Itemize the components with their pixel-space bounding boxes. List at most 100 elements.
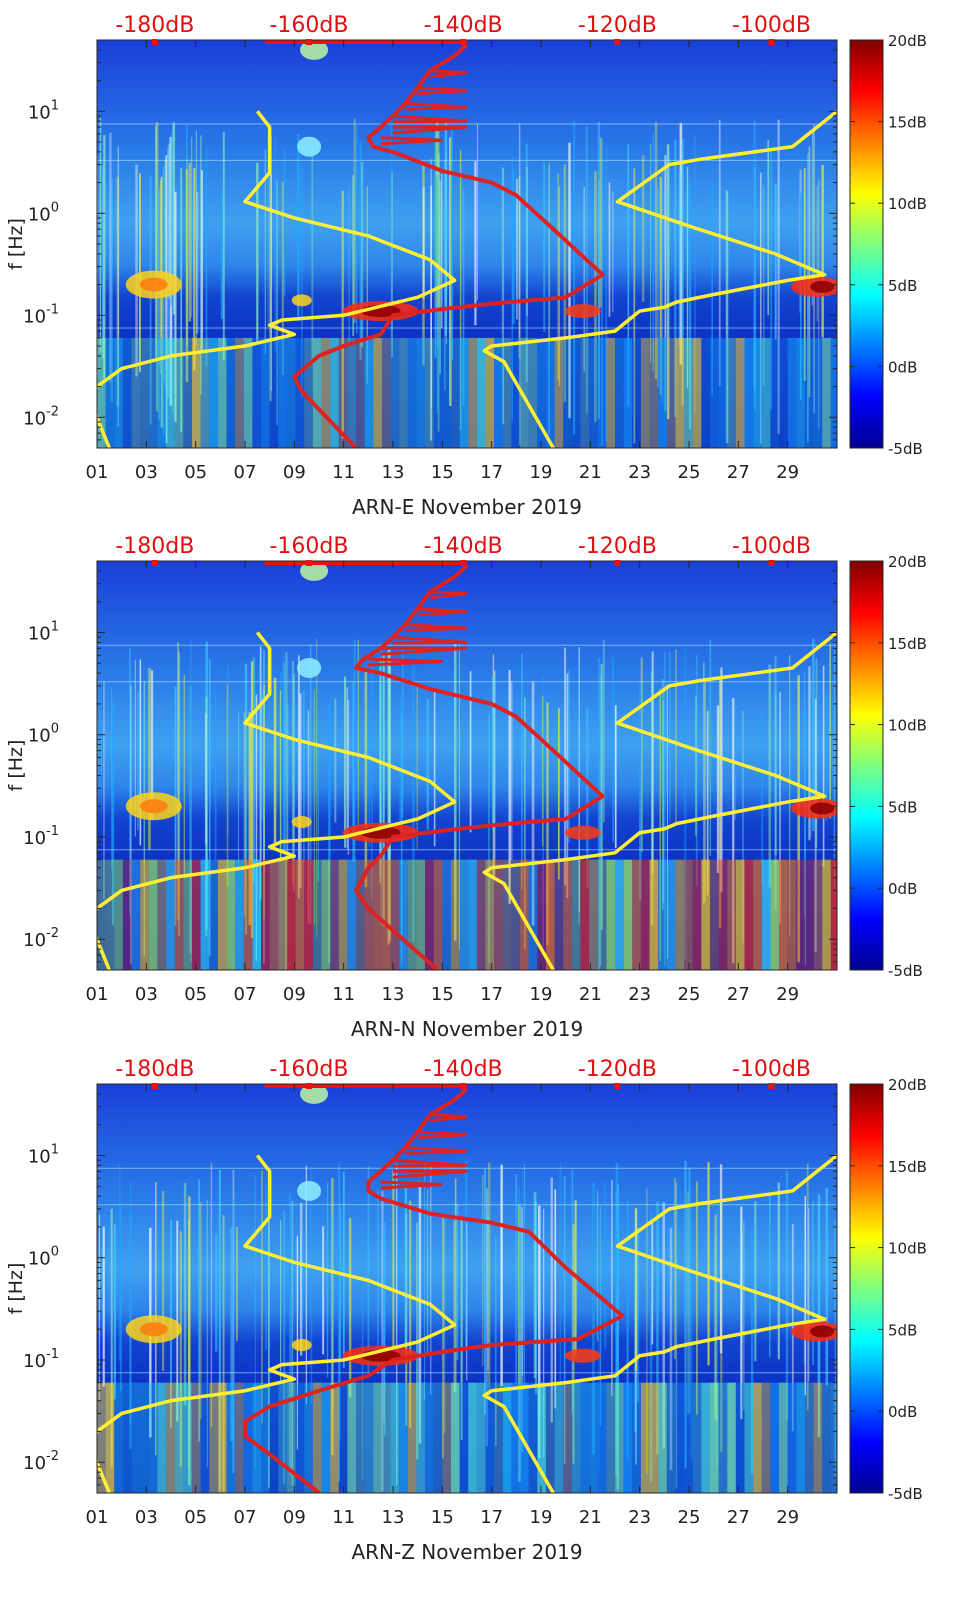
y-tick-label: 101: [28, 1142, 59, 1167]
low-freq-band: [520, 337, 529, 448]
streak: [441, 173, 443, 329]
streak: [809, 682, 812, 838]
streak: [768, 664, 771, 888]
low-freq-band: [373, 1382, 382, 1493]
streak: [597, 658, 601, 970]
noise-curve-spike: [380, 136, 443, 146]
streak: [402, 649, 404, 818]
streak: [718, 678, 722, 929]
streak: [273, 677, 277, 847]
low-freq-band: [813, 337, 823, 448]
low-freq-band: [304, 1382, 313, 1493]
low-freq-band: [649, 1382, 659, 1493]
streak: [564, 647, 567, 886]
streak: [694, 695, 697, 837]
low-freq-band: [606, 859, 615, 970]
noise-curve-spike: [392, 125, 468, 135]
low-freq-band: [312, 1382, 322, 1493]
noise-curve-spike: [417, 1130, 468, 1140]
streak: [761, 708, 764, 885]
low-freq-band: [770, 859, 780, 970]
low-freq-band: [770, 337, 780, 448]
streak: [129, 1181, 132, 1426]
low-freq-band: [140, 337, 149, 448]
streak: [423, 1161, 426, 1401]
low-freq-band: [425, 859, 434, 970]
colorbar-tick-label: -5dB: [888, 1485, 923, 1503]
streak: [779, 692, 781, 924]
low-freq-band: [779, 337, 788, 448]
streak: [760, 172, 762, 445]
streak: [709, 639, 712, 857]
energy-blob: [810, 1325, 835, 1338]
low-freq-band: [235, 1382, 244, 1493]
streak: [459, 149, 462, 431]
streak: [280, 1220, 282, 1382]
y-tick-label: 10-1: [23, 302, 59, 327]
streak: [353, 118, 356, 324]
streak: [357, 639, 359, 826]
x-tick-label: 19: [530, 1507, 553, 1528]
low-freq-band: [312, 337, 322, 448]
x-tick-label: 15: [431, 984, 454, 1005]
x-tick-label: 09: [283, 1507, 306, 1528]
streak: [230, 1227, 233, 1442]
low-freq-band: [545, 859, 555, 970]
low-freq-band: [753, 1382, 762, 1493]
x-tick-label: 05: [184, 984, 207, 1005]
streak: [518, 123, 521, 445]
streak: [594, 171, 597, 422]
y-tick-label: 101: [28, 619, 59, 644]
streak: [307, 710, 310, 924]
x-tick-label: 09: [283, 462, 306, 483]
streak: [218, 1169, 221, 1491]
streak: [833, 641, 835, 887]
streak: [303, 690, 305, 863]
energy-blob: [291, 294, 312, 307]
streak: [520, 653, 523, 890]
top-db-label: -140dB: [424, 13, 503, 38]
low-freq-band: [261, 859, 270, 970]
streak: [299, 693, 302, 889]
low-freq-band: [312, 859, 322, 970]
x-tick-label: 23: [628, 984, 651, 1005]
low-freq-band: [623, 859, 633, 970]
streak: [348, 184, 350, 343]
streak: [542, 695, 544, 847]
low-freq-band: [425, 337, 434, 448]
streak: [592, 1182, 595, 1455]
streak: [559, 1162, 562, 1385]
streak: [310, 1168, 313, 1404]
streak: [538, 1205, 541, 1459]
low-freq-band: [606, 1382, 615, 1493]
streak: [563, 164, 567, 403]
streak: [103, 135, 106, 379]
low-freq-band: [684, 337, 693, 448]
low-freq-band: [347, 1382, 356, 1493]
low-freq-band: [295, 1382, 305, 1493]
energy-blob: [297, 657, 322, 678]
low-freq-band: [252, 337, 262, 448]
top-db-label: -120dB: [578, 13, 657, 38]
streak: [707, 1162, 710, 1366]
streak: [110, 1208, 113, 1468]
low-freq-band: [692, 859, 702, 970]
streak: [381, 1190, 384, 1492]
low-freq-band: [615, 859, 624, 970]
streak: [279, 672, 283, 860]
streak: [652, 133, 655, 372]
streak: [566, 673, 569, 898]
streak: [387, 650, 390, 945]
streak: [674, 1178, 676, 1359]
streak: [160, 176, 163, 428]
streak: [675, 649, 677, 825]
streak: [171, 126, 174, 414]
x-tick-label: 29: [776, 462, 799, 483]
colorbar-tick-label: 20dB: [888, 32, 927, 50]
streak: [422, 187, 425, 300]
streak: [180, 167, 183, 433]
low-freq-band: [692, 1382, 702, 1493]
low-freq-band: [122, 859, 132, 970]
top-db-tick: [768, 39, 775, 45]
streak: [270, 174, 273, 391]
